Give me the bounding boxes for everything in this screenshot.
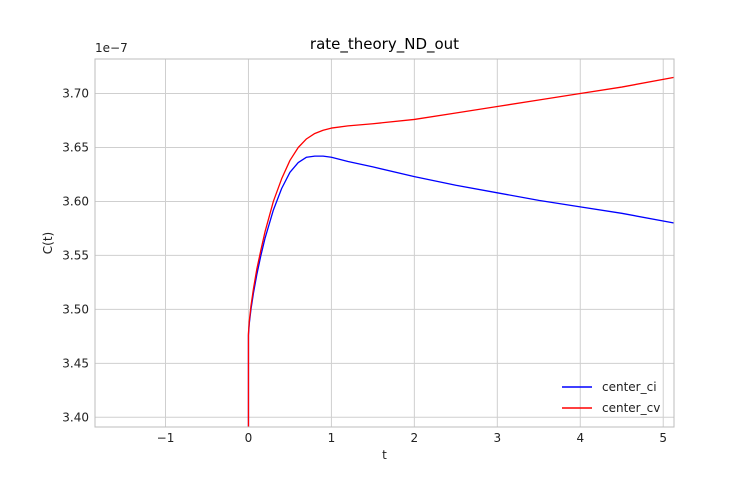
- x-tick-label: 3: [493, 431, 501, 445]
- y-tick-label: 3.70: [62, 87, 89, 101]
- legend: center_ci center_cv: [562, 380, 660, 415]
- grid-layer: [95, 59, 674, 427]
- x-tick-label: 4: [576, 431, 584, 445]
- x-axis-label: t: [382, 448, 387, 462]
- x-tick-label: 2: [411, 431, 419, 445]
- y-tick-label: 3.45: [62, 356, 89, 370]
- chart-title: rate_theory_ND_out: [310, 35, 459, 54]
- legend-label-center-ci: center_ci: [602, 380, 657, 394]
- y-axis-label: C(t): [41, 232, 55, 254]
- x-tick-label: 0: [245, 431, 253, 445]
- y-offset-label: 1e−7: [95, 41, 128, 55]
- plot-frame: [94, 58, 675, 428]
- series-line-center-cv: [247, 76, 675, 427]
- x-tick-label: 5: [659, 431, 667, 445]
- y-tick-label: 3.55: [62, 248, 89, 262]
- x-tick-labels: −1 0 1 2 3 4 5: [157, 431, 667, 445]
- y-tick-label: 3.50: [62, 302, 89, 316]
- y-tick-label: 3.60: [62, 194, 89, 208]
- y-tick-labels: 3.40 3.45 3.50 3.55 3.60 3.65 3.70: [62, 87, 89, 425]
- series-layer: [247, 76, 675, 427]
- x-tick-label: −1: [157, 431, 175, 445]
- legend-label-center-cv: center_cv: [602, 401, 660, 415]
- y-tick-label: 3.65: [62, 140, 89, 154]
- y-tick-label: 3.40: [62, 410, 89, 424]
- x-tick-label: 1: [328, 431, 336, 445]
